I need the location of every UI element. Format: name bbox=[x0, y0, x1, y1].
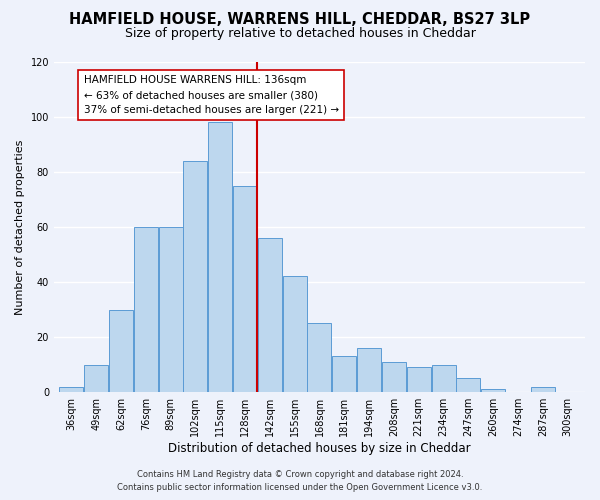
Text: Contains HM Land Registry data © Crown copyright and database right 2024.
Contai: Contains HM Land Registry data © Crown c… bbox=[118, 470, 482, 492]
Text: HAMFIELD HOUSE WARRENS HILL: 136sqm
← 63% of detached houses are smaller (380)
3: HAMFIELD HOUSE WARRENS HILL: 136sqm ← 63… bbox=[83, 76, 339, 115]
Bar bbox=[431, 364, 455, 392]
Text: Size of property relative to detached houses in Cheddar: Size of property relative to detached ho… bbox=[125, 28, 475, 40]
Bar bbox=[134, 227, 158, 392]
Bar bbox=[84, 364, 108, 392]
Bar bbox=[158, 227, 182, 392]
Bar bbox=[184, 160, 208, 392]
Bar bbox=[59, 386, 83, 392]
Bar bbox=[307, 324, 331, 392]
Bar bbox=[109, 310, 133, 392]
Text: HAMFIELD HOUSE, WARRENS HILL, CHEDDAR, BS27 3LP: HAMFIELD HOUSE, WARRENS HILL, CHEDDAR, B… bbox=[70, 12, 530, 28]
Y-axis label: Number of detached properties: Number of detached properties bbox=[15, 139, 25, 314]
Bar bbox=[357, 348, 381, 392]
Bar bbox=[382, 362, 406, 392]
Bar bbox=[332, 356, 356, 392]
Bar bbox=[481, 390, 505, 392]
X-axis label: Distribution of detached houses by size in Cheddar: Distribution of detached houses by size … bbox=[168, 442, 471, 455]
Bar bbox=[258, 238, 282, 392]
Bar bbox=[531, 386, 555, 392]
Bar bbox=[457, 378, 481, 392]
Bar bbox=[233, 186, 257, 392]
Bar bbox=[407, 368, 431, 392]
Bar bbox=[283, 276, 307, 392]
Bar bbox=[208, 122, 232, 392]
